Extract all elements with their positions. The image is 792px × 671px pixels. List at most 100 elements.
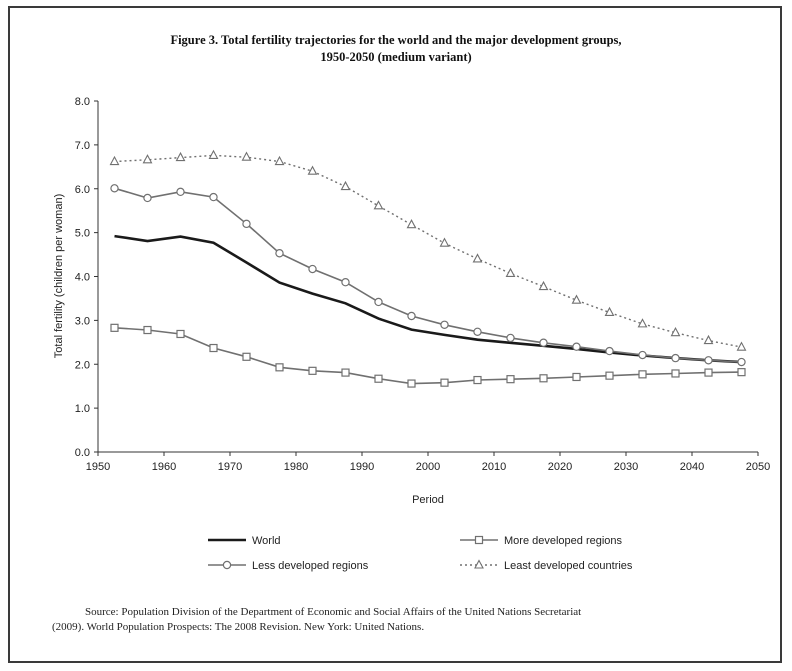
legend-marker	[222, 560, 232, 570]
data-point	[736, 341, 747, 351]
data-point	[737, 368, 746, 377]
data-point	[242, 219, 251, 229]
data-point	[208, 149, 219, 159]
x-tick-label: 2030	[614, 461, 638, 473]
x-tick-label: 1970	[218, 461, 242, 473]
data-point	[308, 366, 317, 375]
data-point	[242, 352, 251, 361]
data-point	[670, 326, 681, 337]
data-point	[572, 372, 581, 382]
legend-item: Less developed regions	[208, 560, 369, 572]
data-point	[571, 294, 582, 304]
legend-label: World	[252, 535, 281, 547]
data-point	[209, 192, 218, 202]
data-point	[440, 320, 449, 329]
figure-frame	[8, 6, 782, 663]
data-point	[110, 323, 119, 332]
data-point	[472, 253, 483, 263]
y-tick-label: 0.0	[75, 447, 90, 459]
data-point	[176, 329, 185, 339]
legend-item: Least developed countries	[460, 559, 633, 572]
legend-item: More developed regions	[460, 535, 623, 547]
data-point	[374, 374, 383, 383]
series-line	[114, 154, 742, 348]
data-point	[506, 375, 515, 384]
figure-subtitle: 1950-2050 (medium variant)	[320, 50, 472, 64]
legend-label: Less developed regions	[252, 560, 369, 572]
data-point	[638, 370, 647, 379]
series-more-developed-regions	[110, 323, 746, 388]
data-point	[374, 297, 383, 307]
series-least-developed-countries	[109, 149, 747, 351]
data-point	[605, 346, 614, 356]
fertility-chart: 0.0 1.0 2.0 3.0 4.0 5.0 6.0 7.0 8.0 1950 1960 1970 1…	[53, 96, 771, 572]
data-point	[703, 334, 714, 345]
series-less-developed-regions	[110, 184, 746, 367]
legend-label: More developed regions	[504, 535, 623, 547]
data-point	[704, 356, 713, 365]
series-line	[114, 327, 742, 385]
data-point	[604, 306, 615, 317]
data-point	[605, 371, 614, 380]
data-point	[341, 368, 350, 377]
data-point	[473, 375, 482, 385]
y-tick-label: 8.0	[75, 96, 90, 108]
y-tick-label: 7.0	[75, 140, 90, 152]
data-point	[209, 343, 218, 353]
data-point	[275, 363, 284, 372]
data-point	[341, 278, 350, 287]
y-axis-label: Total fertility (children per woman)	[53, 194, 65, 358]
series-line	[114, 187, 742, 363]
x-tick-label: 1960	[152, 461, 176, 473]
data-point	[109, 155, 120, 166]
data-point	[572, 342, 581, 351]
y-tick-label: 2.0	[75, 359, 90, 371]
data-point	[638, 350, 647, 360]
figure-title: Figure 3. Total fertility trajectories f…	[170, 33, 622, 47]
source-note-line1: Source: Population Division of the Depar…	[85, 606, 582, 618]
data-point	[538, 280, 549, 291]
data-point	[407, 379, 416, 388]
x-tick-label: 1980	[284, 461, 308, 473]
data-point	[473, 327, 482, 336]
data-point	[241, 151, 252, 161]
x-tick-label: 1950	[86, 461, 110, 473]
data-point	[110, 184, 119, 193]
y-tick-label: 3.0	[75, 315, 90, 327]
data-point	[539, 374, 548, 383]
data-point	[274, 155, 285, 166]
y-tick-label: 5.0	[75, 228, 90, 240]
series-layer	[109, 149, 747, 388]
y-tick-label: 1.0	[75, 403, 90, 415]
chart-legend: World More developed regions Less develope…	[208, 535, 633, 572]
x-tick-label: 2020	[548, 461, 572, 473]
x-tick-label: 2040	[680, 461, 704, 473]
data-point	[406, 219, 417, 229]
data-point	[737, 357, 746, 367]
legend-marker	[474, 559, 484, 569]
source-note-line2: (2009). World Population Prospects: The …	[52, 621, 425, 633]
data-point	[539, 338, 548, 347]
data-point	[373, 200, 384, 210]
legend-marker	[474, 535, 484, 545]
data-point	[505, 267, 516, 277]
x-tick-label: 2010	[482, 461, 506, 473]
x-axis-label: Period	[412, 494, 444, 506]
series-world	[114, 234, 742, 364]
data-point	[340, 180, 351, 191]
data-point	[704, 368, 713, 377]
data-point	[175, 151, 186, 162]
x-tick-label: 2050	[746, 461, 770, 473]
data-point	[671, 369, 680, 378]
data-point	[407, 311, 416, 321]
legend-label: Least developed countries	[504, 560, 633, 572]
data-point	[440, 378, 449, 387]
data-point	[506, 333, 515, 343]
y-tick-label: 6.0	[75, 184, 90, 196]
y-tick-label: 4.0	[75, 272, 90, 284]
data-point	[637, 318, 648, 328]
data-point	[143, 325, 152, 335]
data-point	[176, 187, 185, 197]
chart-axes: 0.0 1.0 2.0 3.0 4.0 5.0 6.0 7.0 8.0 1950 1960 1970 1…	[75, 96, 771, 473]
series-line	[114, 234, 742, 364]
